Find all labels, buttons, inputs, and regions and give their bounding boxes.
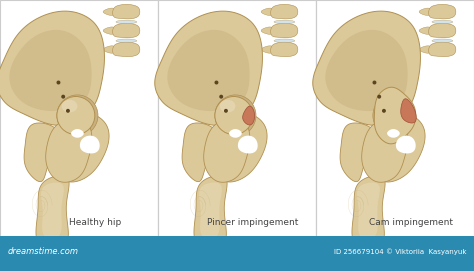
Polygon shape bbox=[103, 8, 116, 15]
Polygon shape bbox=[113, 23, 140, 38]
Polygon shape bbox=[71, 129, 84, 138]
Polygon shape bbox=[362, 117, 408, 182]
Polygon shape bbox=[155, 11, 263, 125]
Polygon shape bbox=[182, 123, 218, 182]
Polygon shape bbox=[325, 30, 408, 111]
Ellipse shape bbox=[214, 80, 219, 85]
Ellipse shape bbox=[432, 20, 453, 24]
Polygon shape bbox=[80, 136, 100, 153]
Ellipse shape bbox=[377, 95, 381, 99]
Ellipse shape bbox=[224, 109, 228, 113]
Ellipse shape bbox=[62, 100, 90, 129]
Polygon shape bbox=[204, 117, 250, 182]
Polygon shape bbox=[103, 27, 116, 34]
Polygon shape bbox=[419, 27, 432, 34]
Polygon shape bbox=[396, 136, 416, 153]
Polygon shape bbox=[46, 117, 92, 182]
Ellipse shape bbox=[373, 80, 376, 85]
Polygon shape bbox=[271, 42, 298, 57]
Polygon shape bbox=[167, 30, 250, 111]
Polygon shape bbox=[387, 129, 400, 138]
Bar bbox=[0, 0, 158, 236]
Polygon shape bbox=[243, 106, 255, 125]
Polygon shape bbox=[229, 129, 242, 138]
Polygon shape bbox=[199, 183, 222, 239]
Polygon shape bbox=[428, 42, 456, 57]
Polygon shape bbox=[194, 176, 227, 248]
Polygon shape bbox=[419, 8, 432, 15]
Ellipse shape bbox=[57, 95, 98, 136]
Ellipse shape bbox=[215, 96, 253, 134]
Polygon shape bbox=[238, 136, 258, 153]
Ellipse shape bbox=[63, 101, 79, 112]
Ellipse shape bbox=[62, 100, 77, 112]
Ellipse shape bbox=[61, 95, 65, 99]
Ellipse shape bbox=[215, 95, 256, 136]
Ellipse shape bbox=[219, 95, 223, 99]
Polygon shape bbox=[0, 11, 104, 125]
Ellipse shape bbox=[221, 101, 237, 112]
Polygon shape bbox=[428, 23, 456, 38]
Text: Healthy hip: Healthy hip bbox=[69, 218, 121, 227]
Polygon shape bbox=[261, 27, 274, 34]
Bar bbox=[316, 0, 474, 236]
Polygon shape bbox=[352, 176, 385, 248]
Ellipse shape bbox=[432, 39, 453, 43]
Text: ID 256679104 © Viktoriia  Kasyanyuk: ID 256679104 © Viktoriia Kasyanyuk bbox=[334, 248, 467, 255]
Polygon shape bbox=[357, 183, 380, 239]
Polygon shape bbox=[9, 30, 91, 111]
Text: dreamstime.com: dreamstime.com bbox=[7, 247, 78, 256]
Ellipse shape bbox=[274, 20, 295, 24]
Polygon shape bbox=[340, 123, 375, 182]
Polygon shape bbox=[419, 46, 432, 53]
Polygon shape bbox=[36, 176, 69, 248]
Polygon shape bbox=[362, 115, 425, 182]
Ellipse shape bbox=[373, 95, 414, 136]
Polygon shape bbox=[103, 46, 116, 53]
Ellipse shape bbox=[116, 20, 137, 24]
Ellipse shape bbox=[382, 109, 386, 113]
Ellipse shape bbox=[219, 100, 236, 112]
Ellipse shape bbox=[57, 96, 95, 134]
Polygon shape bbox=[261, 8, 274, 15]
Text: Cam impingement: Cam impingement bbox=[369, 218, 453, 227]
Polygon shape bbox=[271, 23, 298, 38]
Polygon shape bbox=[113, 4, 140, 19]
Ellipse shape bbox=[66, 109, 70, 113]
Polygon shape bbox=[113, 42, 140, 57]
Bar bbox=[158, 0, 316, 236]
Ellipse shape bbox=[274, 39, 295, 43]
Polygon shape bbox=[428, 4, 456, 19]
Polygon shape bbox=[41, 183, 64, 239]
Ellipse shape bbox=[116, 39, 137, 43]
Polygon shape bbox=[261, 46, 274, 53]
Polygon shape bbox=[401, 99, 416, 123]
Polygon shape bbox=[374, 87, 416, 144]
Ellipse shape bbox=[56, 80, 61, 85]
Polygon shape bbox=[313, 11, 420, 125]
Polygon shape bbox=[24, 123, 59, 182]
Ellipse shape bbox=[379, 101, 395, 112]
Polygon shape bbox=[204, 115, 267, 182]
Ellipse shape bbox=[219, 100, 248, 129]
Ellipse shape bbox=[378, 100, 406, 129]
Polygon shape bbox=[271, 4, 298, 19]
Polygon shape bbox=[46, 115, 109, 182]
Text: Pincer impingement: Pincer impingement bbox=[207, 218, 299, 227]
